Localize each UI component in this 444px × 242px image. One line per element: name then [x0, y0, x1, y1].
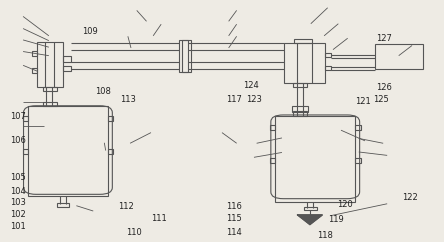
Bar — [63, 66, 71, 71]
Text: 106: 106 — [10, 136, 26, 145]
Bar — [63, 56, 71, 62]
Text: 117: 117 — [226, 95, 242, 104]
Text: 111: 111 — [151, 214, 166, 223]
Bar — [23, 149, 28, 154]
Bar — [292, 106, 308, 112]
Text: 118: 118 — [317, 231, 333, 240]
Bar — [57, 203, 69, 207]
Bar — [375, 44, 423, 69]
Bar — [325, 66, 331, 70]
Bar — [355, 125, 361, 130]
Bar — [275, 116, 355, 202]
Bar — [28, 106, 108, 196]
Bar — [293, 111, 307, 116]
Text: 114: 114 — [226, 228, 242, 237]
Polygon shape — [297, 215, 322, 225]
Text: 126: 126 — [377, 83, 392, 92]
Text: 109: 109 — [82, 27, 98, 36]
Bar — [43, 87, 57, 91]
Text: 113: 113 — [120, 95, 136, 104]
Text: 120: 120 — [337, 200, 353, 209]
Bar — [355, 158, 361, 163]
Bar — [304, 207, 317, 210]
Bar — [108, 116, 113, 121]
Text: 125: 125 — [373, 95, 388, 104]
Bar — [37, 42, 63, 87]
Bar — [325, 53, 331, 57]
Bar — [23, 116, 28, 121]
Bar — [32, 51, 37, 56]
Text: 112: 112 — [118, 202, 133, 211]
Bar — [108, 149, 113, 154]
Text: 124: 124 — [243, 81, 259, 90]
Text: 104: 104 — [10, 187, 25, 196]
Text: 115: 115 — [226, 214, 242, 223]
Bar — [43, 102, 57, 106]
Text: 105: 105 — [10, 173, 25, 182]
Bar — [294, 39, 312, 43]
Bar — [270, 158, 275, 163]
Text: 121: 121 — [355, 97, 371, 106]
Text: 110: 110 — [127, 228, 142, 237]
Text: 103: 103 — [10, 198, 26, 207]
Bar — [293, 83, 307, 87]
Text: 102: 102 — [10, 210, 25, 219]
Bar — [284, 43, 325, 83]
Text: 123: 123 — [246, 95, 262, 104]
Text: 119: 119 — [329, 214, 344, 224]
Bar — [179, 40, 188, 72]
Text: 107: 107 — [10, 112, 26, 121]
Text: 108: 108 — [95, 87, 111, 97]
Text: 116: 116 — [226, 202, 242, 211]
Bar — [270, 125, 275, 130]
Bar — [32, 68, 37, 73]
Text: 101: 101 — [10, 222, 25, 231]
Text: 122: 122 — [402, 193, 417, 202]
Bar — [182, 40, 191, 72]
Text: 127: 127 — [377, 34, 392, 43]
